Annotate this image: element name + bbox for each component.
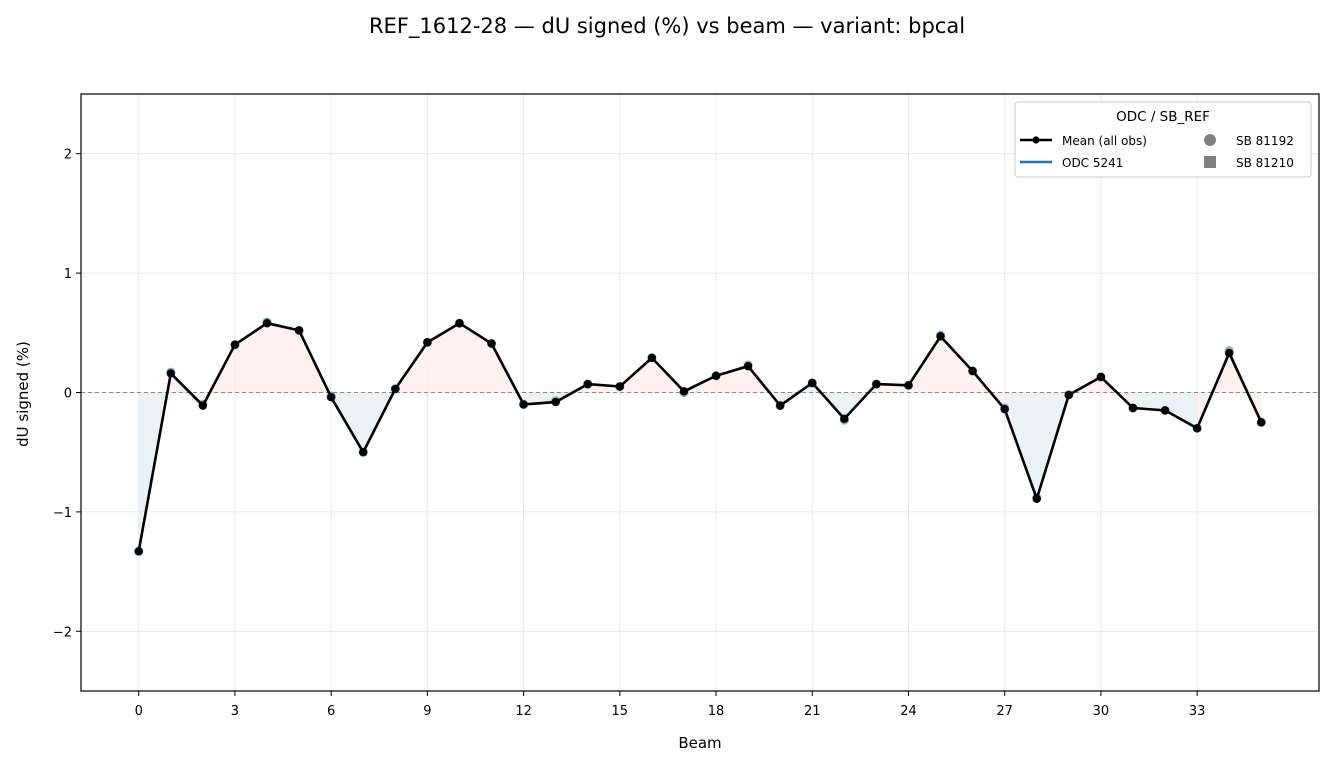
deviation-fill-segment — [267, 323, 300, 393]
x-tick-label: 12 — [515, 704, 532, 719]
mean-point — [775, 401, 785, 410]
mean-point — [1160, 406, 1170, 415]
legend-label-sb-81192: SB 81192 — [1236, 134, 1294, 148]
deviation-fill-segment — [1165, 392, 1198, 429]
mean-point — [647, 353, 657, 363]
x-tick-label: 24 — [900, 704, 917, 719]
y-tick-label: −2 — [53, 625, 72, 640]
mean-point — [904, 381, 913, 390]
mean-point — [968, 366, 977, 376]
mean-point — [615, 382, 625, 391]
legend-sb-square-marker — [1204, 156, 1216, 168]
mean-point — [198, 401, 208, 410]
legend-sb-circle-marker — [1204, 134, 1216, 146]
mean-point — [679, 387, 689, 396]
mean-point — [1000, 405, 1009, 414]
chart-title: REF_1612-28 — dU signed (%) vs beam — va… — [369, 14, 965, 39]
x-axis-ticks: 0 3 6 9 12 15 18 21 24 27 30 33 — [135, 691, 1206, 719]
y-axis-ticks: −2 −1 0 1 2 — [53, 148, 81, 640]
y-tick-label: 2 — [64, 148, 72, 163]
legend-frame — [1014, 101, 1312, 178]
x-tick-label: 0 — [135, 704, 143, 719]
mean-point — [134, 547, 143, 556]
x-tick-label: 9 — [423, 704, 431, 719]
deviation-fill-segment — [1004, 392, 1037, 499]
y-axis-label: dU signed (%) — [14, 341, 32, 447]
legend-label-odc: ODC 5241 — [1062, 156, 1123, 170]
deviation-fill-segment — [940, 336, 973, 393]
mean-point — [1064, 390, 1074, 400]
mean-point — [455, 319, 464, 328]
series-mean-all-obs — [134, 319, 1266, 556]
mean-point — [808, 378, 817, 388]
x-tick-label: 33 — [1189, 704, 1206, 719]
mean-point — [423, 338, 432, 347]
mean-point — [1096, 372, 1106, 382]
mean-point — [326, 393, 336, 402]
mean-point — [1192, 424, 1202, 433]
mean-point — [1257, 418, 1266, 427]
legend-title: ODC / SB_REF — [1116, 109, 1210, 125]
mean-point — [391, 384, 400, 394]
legend-mean-marker — [1032, 136, 1040, 144]
deviation-fill-segment — [427, 323, 460, 393]
x-tick-label: 6 — [327, 704, 335, 719]
x-tick-label: 27 — [996, 704, 1013, 719]
mean-point — [166, 369, 176, 378]
mean-point — [1128, 403, 1138, 413]
mean-point — [294, 326, 304, 335]
x-tick-label: 30 — [1093, 704, 1110, 719]
y-tick-label: 0 — [64, 387, 72, 402]
x-tick-label: 21 — [804, 704, 821, 719]
mean-point — [487, 339, 496, 348]
mean-point — [936, 332, 945, 341]
mean-point — [230, 340, 240, 349]
mean-point — [711, 371, 721, 380]
x-tick-label: 15 — [612, 704, 629, 719]
mean-point — [519, 400, 528, 409]
x-tick-label: 3 — [231, 704, 239, 719]
deviation-fill-segment — [972, 371, 1005, 410]
mean-point — [872, 379, 881, 389]
mean-point — [840, 414, 849, 423]
deviation-fill-segment — [1133, 392, 1166, 411]
legend-label-mean: Mean (all obs) — [1062, 134, 1147, 148]
y-tick-label: 1 — [64, 267, 72, 282]
mean-point — [262, 319, 272, 328]
deviation-fill-segment — [748, 366, 781, 406]
legend: ODC / SB_REF Mean (all obs) ODC 5241 SB … — [1014, 101, 1312, 178]
mean-point — [1032, 494, 1041, 503]
legend-label-sb-81210: SB 81210 — [1236, 156, 1294, 170]
deviation-fill-segment — [459, 323, 492, 393]
mean-point — [743, 362, 753, 371]
x-tick-label: 18 — [708, 704, 725, 719]
mean-point — [1224, 348, 1234, 358]
mean-point — [583, 379, 592, 389]
x-axis-label: Beam — [678, 734, 721, 752]
y-tick-label: −1 — [53, 506, 72, 521]
deviation-fill-segment — [716, 366, 749, 393]
mean-point — [359, 448, 368, 457]
mean-point — [551, 397, 560, 407]
mean-series-line — [137, 321, 1263, 552]
